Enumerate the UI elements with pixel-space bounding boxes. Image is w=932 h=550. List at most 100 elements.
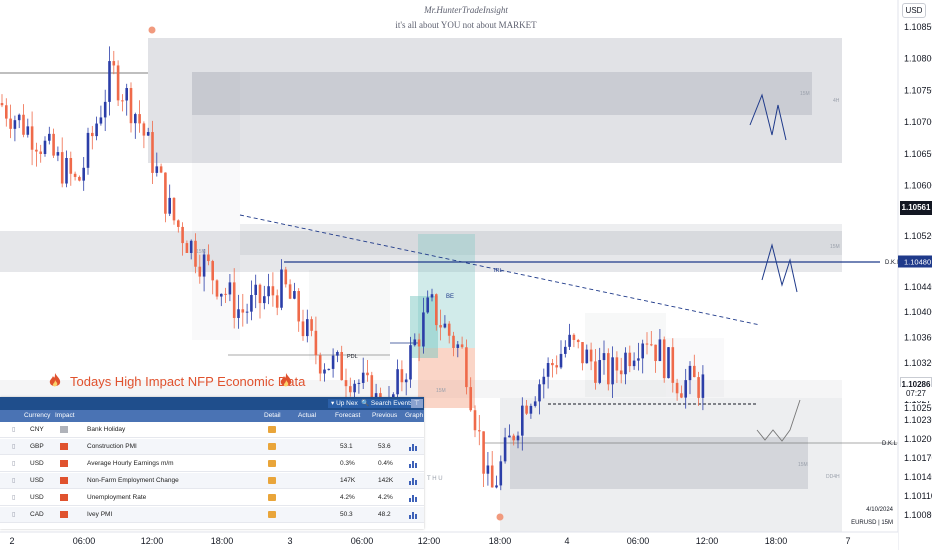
price-tick-label: 1.10600	[904, 180, 932, 190]
detail-icon[interactable]	[268, 494, 276, 501]
col-forecast[interactable]: Forecast	[335, 412, 361, 419]
graph-icon[interactable]	[409, 443, 418, 451]
dkl-lower-label: D.K.L	[882, 441, 898, 447]
bull-candle	[564, 346, 567, 354]
detail-icon[interactable]	[268, 477, 276, 484]
bull-candle	[508, 435, 511, 438]
bear-candle	[581, 342, 584, 364]
price-axis-background[interactable]	[898, 0, 932, 550]
calendar-row[interactable]: ▯ GBP Construction PMI 53.1 53.6	[0, 439, 424, 455]
bear-candle	[138, 114, 141, 124]
price-tick-label: 1.10850	[904, 22, 932, 32]
bear-candle	[370, 375, 374, 413]
row-event: Average Hourly Earnings m/m	[87, 460, 174, 467]
bull-candle	[108, 61, 111, 102]
time-tick-label: 12:00	[141, 536, 164, 546]
bell-icon: ▯	[12, 512, 16, 518]
bear-candle	[52, 133, 55, 156]
detail-icon[interactable]	[268, 511, 276, 518]
graph-icon[interactable]	[409, 494, 418, 502]
bear-candle	[301, 321, 305, 337]
bull-candle	[546, 363, 550, 377]
price-tick-label: 1.10140	[904, 472, 932, 482]
bear-candle	[112, 61, 116, 66]
bear-candle	[400, 369, 404, 383]
graph-icon[interactable]	[409, 511, 418, 519]
price-tick-label: 1.10080	[904, 510, 932, 520]
flame-icon	[280, 373, 292, 387]
calendar-row[interactable]: ▯ CAD Ivey PMI 50.3 48.2	[0, 507, 424, 523]
bear-candle	[172, 197, 176, 221]
bear-candle	[680, 393, 683, 398]
up-next-button[interactable]: ▾ Up Next	[328, 399, 363, 408]
detail-icon[interactable]	[268, 426, 276, 433]
graph-icon[interactable]	[409, 477, 418, 485]
row-forecast: 147K	[340, 477, 356, 484]
bear-candle	[194, 240, 197, 267]
thu-label: T H U	[427, 476, 443, 482]
bell-icon: ▯	[12, 427, 16, 433]
bull-candle	[250, 294, 253, 312]
bear-candle	[693, 365, 696, 378]
calendar-row[interactable]: ▯ USD Unemployment Rate 4.2% 4.2%	[0, 490, 424, 506]
bear-candle	[662, 339, 666, 379]
bear-candle	[241, 309, 245, 313]
tf-label: 15M	[436, 388, 446, 394]
bear-candle	[314, 330, 318, 356]
calendar-row[interactable]: ▯ USD Non-Farm Employment Change 147K 142K	[0, 473, 424, 489]
col-graph[interactable]: Graph	[405, 412, 424, 419]
price-tick-label: 1.10440	[904, 282, 932, 292]
bear-candle	[318, 355, 322, 374]
author-watermark: Mr.HunterTradeInsight	[424, 5, 508, 15]
bell-icon: ▯	[12, 495, 16, 501]
bull-candle	[637, 358, 640, 361]
detail-icon[interactable]	[268, 443, 276, 450]
graph-icon[interactable]	[409, 460, 418, 468]
bear-candle	[645, 343, 649, 345]
bear-candle	[344, 380, 348, 387]
bull-candle	[361, 372, 365, 383]
time-tick-label: 3	[287, 536, 292, 546]
nfp-banner-title: Todays High Impact NFP Economic Data	[70, 374, 306, 389]
calendar-row[interactable]: ▯ USD Average Hourly Earnings m/m 0.3% 0.4%	[0, 456, 424, 472]
bear-candle	[469, 387, 472, 411]
row-currency: CNY	[30, 426, 44, 433]
col-previous[interactable]: Previous	[372, 412, 398, 419]
bear-candle	[91, 132, 94, 137]
time-tick-label: 06:00	[73, 536, 96, 546]
time-tick-label: 06:00	[627, 536, 650, 546]
bear-candle	[675, 382, 679, 394]
currency-button[interactable]: USD	[902, 3, 926, 18]
bell-icon: ▯	[12, 461, 16, 467]
price-tick-label: 1.10750	[904, 85, 932, 95]
search-events-button[interactable]: 🔍 Search Events	[358, 399, 417, 408]
bear-candle	[460, 344, 464, 348]
bear-candle	[650, 344, 653, 346]
col-currency[interactable]: Currency	[24, 412, 51, 419]
bear-candle	[628, 352, 632, 367]
col-actual[interactable]: Actual	[298, 412, 317, 419]
row-previous: 48.2	[378, 511, 391, 518]
bull-candle	[396, 369, 399, 395]
filter-button[interactable]: ⊤	[411, 399, 423, 408]
time-tick-label: 4	[564, 536, 569, 546]
col-impact[interactable]: Impact	[55, 412, 75, 419]
bear-candle	[473, 410, 477, 431]
bull-candle	[336, 352, 339, 356]
bear-candle	[0, 103, 4, 106]
flame-icon	[49, 373, 61, 387]
calendar-row[interactable]: ▯ CNY Bank Holiday	[0, 422, 424, 438]
calendar-header: Currency Impact Detail Actual Forecast P…	[0, 410, 424, 422]
bear-candle	[9, 118, 12, 129]
resistance-zone-upper	[240, 224, 842, 255]
detail-icon[interactable]	[268, 460, 276, 467]
bear-candle	[615, 357, 619, 371]
col-detail[interactable]: Detail	[264, 412, 281, 419]
bull-candle	[443, 323, 447, 328]
time-axis-background[interactable]	[0, 532, 898, 550]
row-event: Construction PMI	[87, 443, 137, 450]
bear-candle	[271, 286, 275, 296]
supply-zone-inner	[192, 72, 812, 115]
